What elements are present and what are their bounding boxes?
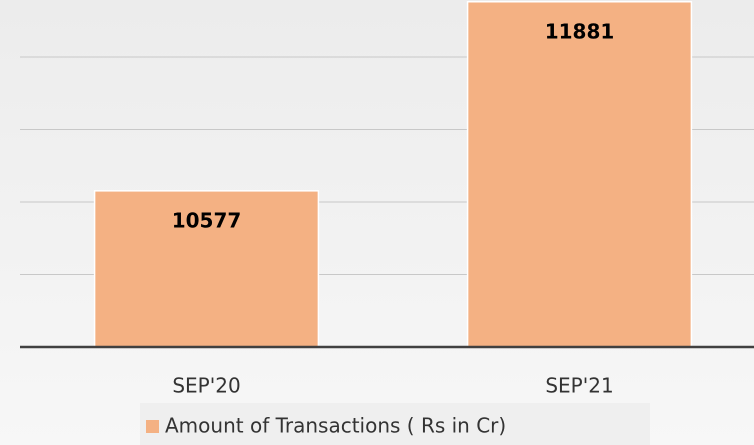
x-tick-label: SEP'21	[545, 374, 613, 398]
legend-label: Amount of Transactions ( Rs in Cr)	[165, 414, 506, 438]
data-label: 11881	[545, 19, 615, 43]
bar	[93, 190, 320, 348]
x-tick-label: SEP'20	[172, 374, 240, 398]
legend-swatch	[146, 420, 159, 433]
legend-box	[140, 403, 650, 445]
data-label: 10577	[172, 208, 242, 232]
bar	[466, 1, 693, 348]
